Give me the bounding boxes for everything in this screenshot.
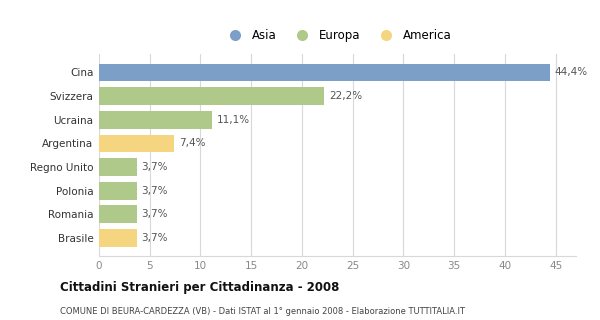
Text: 22,2%: 22,2% [329,91,362,101]
Text: 3,7%: 3,7% [142,209,168,219]
Bar [99,87,325,105]
Bar [99,182,137,200]
Text: 11,1%: 11,1% [217,115,250,125]
Text: COMUNE DI BEURA-CARDEZZA (VB) - Dati ISTAT al 1° gennaio 2008 - Elaborazione TUT: COMUNE DI BEURA-CARDEZZA (VB) - Dati IST… [60,307,465,316]
Text: 3,7%: 3,7% [142,186,168,196]
Bar [99,229,137,247]
Text: 44,4%: 44,4% [554,68,588,77]
Bar [99,111,212,129]
Bar [99,205,137,223]
Text: 3,7%: 3,7% [142,162,168,172]
Text: Cittadini Stranieri per Cittadinanza - 2008: Cittadini Stranieri per Cittadinanza - 2… [60,281,340,294]
Bar [99,64,550,81]
Bar [99,158,137,176]
Bar [99,134,174,152]
Text: 3,7%: 3,7% [142,233,168,243]
Legend: Asia, Europa, America: Asia, Europa, America [218,24,457,46]
Text: 7,4%: 7,4% [179,138,206,148]
